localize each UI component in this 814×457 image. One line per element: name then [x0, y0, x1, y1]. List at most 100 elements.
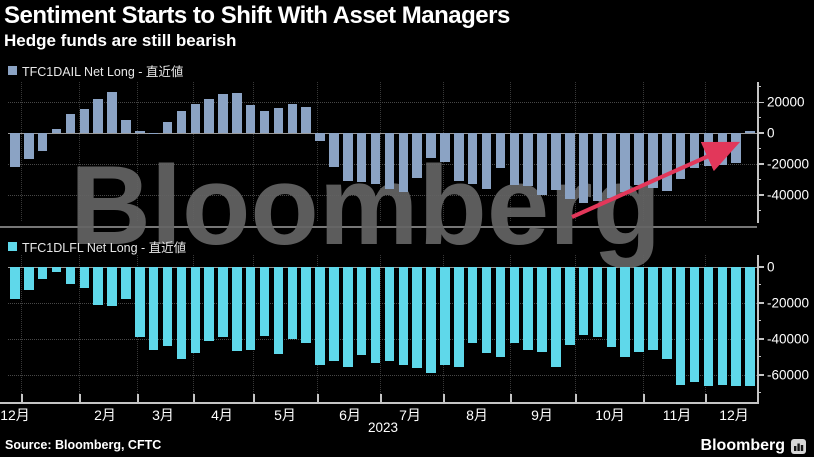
y-axis-tick	[757, 302, 764, 304]
y-axis-tick	[757, 132, 764, 134]
hedge-net-long-bar	[398, 266, 409, 365]
asset-net-long-bar	[565, 132, 575, 200]
hedge-net-long-bar	[135, 266, 145, 337]
y-axis-line	[757, 82, 759, 223]
hedge-net-long-bar	[107, 266, 117, 307]
hedge-net-long-bar	[509, 266, 520, 344]
x-axis-month-label: 12月	[719, 407, 749, 423]
hedge-net-long-bar	[356, 266, 367, 355]
hedge-net-long-bar	[523, 266, 533, 351]
hedge-net-long-bar	[65, 266, 76, 284]
horizontal-gridline	[8, 374, 757, 376]
asset-net-long-bar	[509, 132, 520, 185]
asset-net-long-bar	[384, 132, 395, 189]
asset-net-long-bar	[620, 132, 630, 192]
hedge-net-long-bar	[551, 266, 561, 367]
hedge-net-long-bar	[93, 266, 103, 305]
chart-subtitle: Hedge funds are still bearish	[4, 31, 237, 50]
horizontal-gridline	[8, 302, 757, 304]
asset-net-long-bar	[370, 132, 381, 184]
x-axis-month-label: 4月	[211, 407, 233, 423]
asset-net-long-bar	[689, 132, 700, 169]
asset-net-long-bar	[343, 132, 353, 181]
horizontal-gridline	[8, 338, 757, 340]
asset-net-long-bar	[398, 132, 409, 193]
x-axis-month-label: 2月	[94, 407, 116, 423]
hedge-net-long-bar	[148, 266, 159, 350]
asset-net-long-bar	[176, 110, 187, 133]
y-axis-minor-tick	[757, 392, 761, 394]
hedge-net-long-bar	[440, 266, 450, 365]
hedge-net-long-bar	[10, 266, 20, 300]
chart-title: Sentiment Starts to Shift With Asset Man…	[4, 2, 510, 29]
hedge-net-long-bar	[384, 266, 395, 362]
hedge-net-long-bar	[537, 266, 547, 353]
asset-net-long-bar	[135, 131, 145, 133]
hedge-net-long-bar	[301, 266, 311, 344]
asset-net-long-bar	[148, 132, 159, 134]
y-axis-tick-label: -20000	[767, 295, 810, 311]
hedge-net-long-bar	[717, 266, 728, 385]
y-axis-tick-label: 0	[767, 259, 775, 275]
legend-hedge-funds: TFC1DLFL Net Long - 直近値	[8, 237, 186, 256]
legend-label-hedge: TFC1DLFL Net Long - 直近値	[22, 241, 187, 255]
hedge-net-long-bar	[745, 266, 755, 386]
asset-net-long-bar	[37, 132, 48, 152]
x-axis-month-label: 12月	[0, 407, 30, 423]
legend-label-asset: TFC1DAIL Net Long - 直近値	[22, 65, 184, 79]
asset-net-long-bar	[245, 105, 256, 133]
hedge-net-long-bar	[232, 266, 242, 352]
vertical-gridline	[380, 82, 381, 221]
vertical-gridline	[253, 82, 254, 221]
y-axis-minor-tick	[757, 209, 761, 211]
bar-chart-icon	[791, 438, 806, 454]
asset-net-long-bar	[121, 119, 131, 133]
hedge-net-long-bar	[37, 266, 48, 280]
asset-net-long-bar	[107, 92, 117, 133]
x-axis-tick	[705, 394, 707, 402]
x-axis-tick	[317, 394, 319, 402]
y-axis-minor-tick	[757, 178, 761, 180]
hedge-net-long-bar	[467, 266, 478, 344]
asset-net-long-bar	[259, 111, 270, 133]
hedge-net-long-bar	[162, 266, 173, 346]
y-axis-tick-label: -40000	[767, 187, 810, 203]
y-axis-minor-tick	[757, 117, 761, 119]
x-axis-tick	[21, 394, 23, 402]
asset-net-long-bar	[675, 132, 686, 180]
hedge-net-long-bar	[218, 266, 228, 337]
hedge-net-long-bar	[578, 266, 589, 336]
asset-net-long-bar	[232, 92, 242, 133]
asset-net-long-bar	[634, 132, 644, 185]
hedge-net-long-bar	[634, 266, 644, 353]
hedge-net-long-bar	[565, 266, 575, 346]
hedge-net-long-bar	[370, 266, 381, 364]
x-axis-tick	[79, 394, 81, 402]
asset-net-long-bar	[440, 132, 450, 163]
asset-net-long-bar	[329, 132, 339, 167]
y-axis-minor-tick	[757, 320, 761, 322]
hedge-net-long-bar	[689, 266, 700, 382]
asset-net-long-bar	[454, 132, 464, 181]
hedge-net-long-bar	[662, 266, 672, 359]
x-axis-tick	[193, 394, 195, 402]
y-axis-minor-tick	[757, 284, 761, 286]
asset-net-long-bar	[301, 106, 311, 133]
asset-net-long-bar	[426, 132, 436, 158]
asset-net-long-bar	[65, 114, 76, 133]
asset-net-long-bar	[356, 132, 367, 182]
bloomberg-logo-text: Bloomberg	[700, 437, 785, 454]
vertical-gridline	[575, 255, 576, 400]
x-axis-month-label: 8月	[466, 407, 488, 423]
y-axis-tick-label: 20000	[767, 94, 805, 110]
asset-net-long-bar	[662, 132, 672, 191]
asset-net-long-bar	[162, 122, 173, 133]
y-axis-tick-label: -20000	[767, 156, 810, 172]
hedge-net-long-bar	[190, 266, 200, 354]
hedge-net-long-bar	[703, 266, 714, 387]
hedge-net-long-bar	[592, 266, 603, 337]
hedge-net-long-bar	[315, 266, 325, 365]
source-text: Source: Bloomberg, CFTC	[5, 438, 162, 452]
x-axis-tick	[443, 394, 445, 402]
